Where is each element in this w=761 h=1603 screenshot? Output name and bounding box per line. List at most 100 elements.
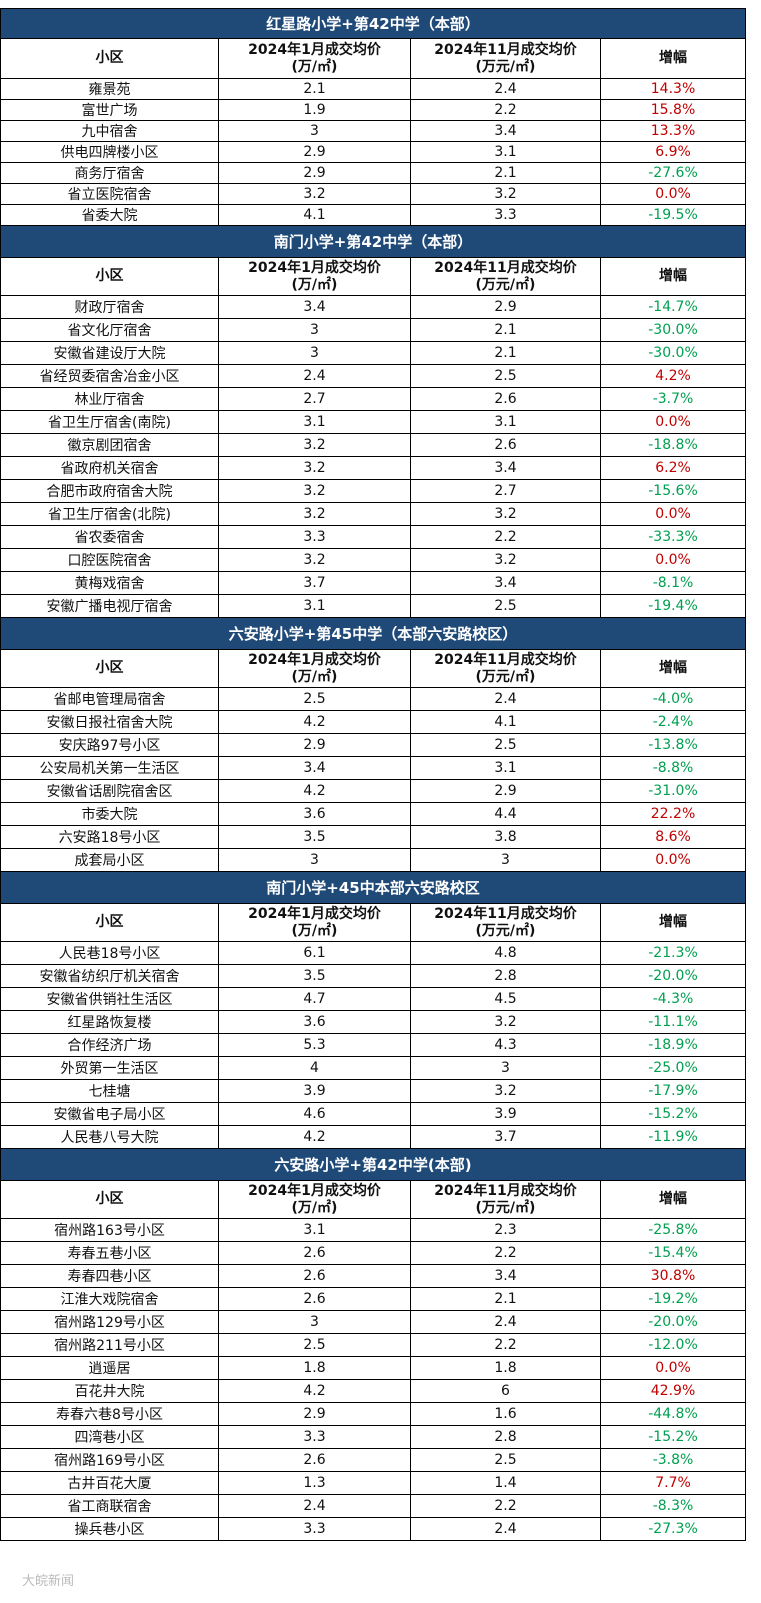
header-text: (万/㎡) [291,668,338,685]
change-cell: -15.4% [599,1241,747,1265]
community-name: 省委大院 [0,204,219,226]
change-cell: -21.3% [599,941,747,965]
table: 红星路小学+第42中学（本部） 小区 2024年1月成交均价 (万/㎡) 2024年11… [0,8,747,1541]
community-name: 安徽日报社宿舍大院 [0,710,219,734]
community-name: 安徽省纺织厅机关宿舍 [0,964,219,988]
community-name: 林业厅宿舍 [0,387,219,411]
change-cell: 7.7% [599,1471,747,1495]
header-cell: 2024年1月成交均价 (万/㎡) [218,38,411,79]
change-cell: 4.2% [599,364,747,388]
change-cell: -31.0% [599,779,747,803]
header-text: 2024年11月成交均价 [434,651,577,668]
header-text: 2024年11月成交均价 [434,1182,577,1199]
data-row: 江淮大戏院宿舍 2.6 2.1 -19.2% [0,1287,747,1311]
price-cell: 6.1 [218,941,411,965]
data-row: 黄梅戏宿舍 3.7 3.4 -8.1% [0,571,747,595]
data-row: 省农委宿舍 3.3 2.2 -33.3% [0,525,747,549]
price-cell: 2.6 [410,433,601,457]
header-text: 小区 [95,914,124,930]
data-row: 人民巷八号大院 4.2 3.7 -11.9% [0,1125,747,1149]
price-cell: 1.8 [410,1356,601,1380]
price-cell: 2.4 [218,364,411,388]
header-cell: 2024年11月成交均价 (万元/㎡) [410,38,601,79]
price-cell: 1.6 [410,1402,601,1426]
price-cell: 2.9 [218,162,411,184]
data-row: 省文化厅宿舍 3 2.1 -30.0% [0,318,747,342]
data-row: 寿春五巷小区 2.6 2.2 -15.4% [0,1241,747,1265]
header-text: 2024年11月成交均价 [434,259,577,276]
community-name: 人民巷八号大院 [0,1125,219,1149]
change-cell: -4.3% [599,987,747,1011]
community-name: 省工商联宿舍 [0,1494,219,1518]
header-cell: 2024年11月成交均价 (万元/㎡) [410,1180,601,1219]
header-text: 小区 [95,1191,124,1207]
community-name: 公安局机关第一生活区 [0,756,219,780]
community-name: 安徽省建设厅大院 [0,341,219,365]
community-name: 安庆路97号小区 [0,733,219,757]
header-text: 增幅 [659,268,687,284]
change-cell: -14.7% [599,295,747,319]
community-name: 宿州路169号小区 [0,1448,219,1472]
price-cell: 2.1 [410,341,601,365]
price-cell: 3.5 [218,825,411,849]
header-text: 2024年1月成交均价 [248,41,381,58]
header-row: 小区 2024年1月成交均价 (万/㎡) 2024年11月成交均价 (万元/㎡) 增幅 [0,257,747,296]
header-text: (万元/㎡) [475,276,536,293]
section-title: 南门小学+第42中学（本部） [0,225,747,258]
price-cell: 3 [410,848,601,872]
price-cell: 2.1 [218,78,411,100]
price-cell: 4.8 [410,941,601,965]
change-cell: -3.7% [599,387,747,411]
change-cell: 0.0% [599,502,747,526]
change-cell: -20.0% [599,1310,747,1334]
data-row: 雍景苑 2.1 2.4 14.3% [0,78,747,100]
change-cell: -19.2% [599,1287,747,1311]
section-title-row: 南门小学+45中本部六安路校区 [0,871,747,904]
price-cell: 2.8 [410,964,601,988]
change-cell: -8.8% [599,756,747,780]
change-cell: 0.0% [599,1356,747,1380]
change-cell: 0.0% [599,548,747,572]
change-cell: 8.6% [599,825,747,849]
data-row: 逍遥居 1.8 1.8 0.0% [0,1356,747,1380]
price-cell: 3.9 [218,1079,411,1103]
price-cell: 3.1 [218,410,411,434]
price-cell: 2.6 [218,1287,411,1311]
header-text: 2024年1月成交均价 [248,905,381,922]
data-row: 省经贸委宿舍冶金小区 2.4 2.5 4.2% [0,364,747,388]
community-name: 市委大院 [0,802,219,826]
community-name: 古井百花大厦 [0,1471,219,1495]
change-cell: 13.3% [599,120,747,142]
header-cell: 小区 [0,1180,219,1219]
header-cell: 2024年1月成交均价 (万/㎡) [218,1180,411,1219]
community-name: 操兵巷小区 [0,1517,219,1541]
price-cell: 4 [218,1056,411,1080]
data-row: 成套局小区 3 3 0.0% [0,848,747,872]
data-row: 九中宿舍 3 3.4 13.3% [0,120,747,142]
data-row: 外贸第一生活区 4 3 -25.0% [0,1056,747,1080]
price-cell: 3.8 [410,825,601,849]
data-row: 安徽省供销社生活区 4.7 4.5 -4.3% [0,987,747,1011]
change-cell: -8.3% [599,1494,747,1518]
price-cell: 2.5 [218,1333,411,1357]
price-cell: 1.4 [410,1471,601,1495]
price-cell: 2.5 [410,733,601,757]
price-cell: 2.2 [410,525,601,549]
price-cell: 4.5 [410,987,601,1011]
community-name: 省政府机关宿舍 [0,456,219,480]
community-name: 供电四牌楼小区 [0,141,219,163]
section-title: 六安路小学+第42中学(本部) [0,1148,747,1181]
section-title-row: 红星路小学+第42中学（本部） [0,8,747,39]
community-name: 省农委宿舍 [0,525,219,549]
community-name: 宿州路211号小区 [0,1333,219,1357]
price-cell: 3.4 [410,120,601,142]
data-row: 省工商联宿舍 2.4 2.2 -8.3% [0,1494,747,1518]
header-text: 增幅 [659,1191,687,1207]
price-cell: 2.3 [410,1218,601,1242]
header-cell: 增幅 [599,38,747,79]
header-cell: 增幅 [599,903,747,942]
community-name: 百花井大院 [0,1379,219,1403]
price-cell: 4.1 [218,204,411,226]
data-row: 省政府机关宿舍 3.2 3.4 6.2% [0,456,747,480]
price-cell: 5.3 [218,1033,411,1057]
